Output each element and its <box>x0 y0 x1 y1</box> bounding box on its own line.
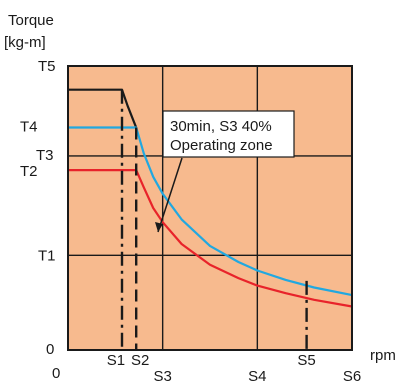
callout-arrow <box>157 157 183 233</box>
x-tick-s2: S2 <box>131 352 149 369</box>
x-tick-s3: S3 <box>153 368 171 385</box>
callout-arrowhead <box>155 222 163 232</box>
y-tick-t3: T3 <box>36 147 54 164</box>
y-origin-label: 0 <box>46 341 54 358</box>
y-axis-label-line2: [kg-m] <box>4 34 46 51</box>
y-tick-t1: T1 <box>38 247 56 264</box>
y-tick-t2: T2 <box>20 163 38 180</box>
callout-line-2: Operating zone <box>170 137 273 154</box>
plot-frame <box>67 65 353 351</box>
y-tick-t4: T4 <box>20 119 38 136</box>
y-tick-t5: T5 <box>38 58 56 75</box>
x-tick-s5: S5 <box>297 352 315 369</box>
series-blue-solid-1 <box>68 126 353 297</box>
series-black-solid-0 <box>68 88 138 128</box>
plot-background <box>68 66 352 350</box>
x-axis-label: rpm <box>370 347 396 364</box>
y-axis-label-line1: Torque <box>8 12 54 29</box>
operating-zone-callout: 30min, S3 40% Operating zone <box>155 110 295 233</box>
series-red-solid-2 <box>68 169 353 308</box>
callout-line-1: 30min, S3 40% <box>170 118 272 135</box>
curves <box>68 88 353 350</box>
x-origin-label: 0 <box>52 365 60 382</box>
callout-box <box>162 110 295 158</box>
x-tick-s6: S6 <box>343 368 361 385</box>
x-tick-s4: S4 <box>248 368 266 385</box>
x-tick-s1: S1 <box>107 352 125 369</box>
